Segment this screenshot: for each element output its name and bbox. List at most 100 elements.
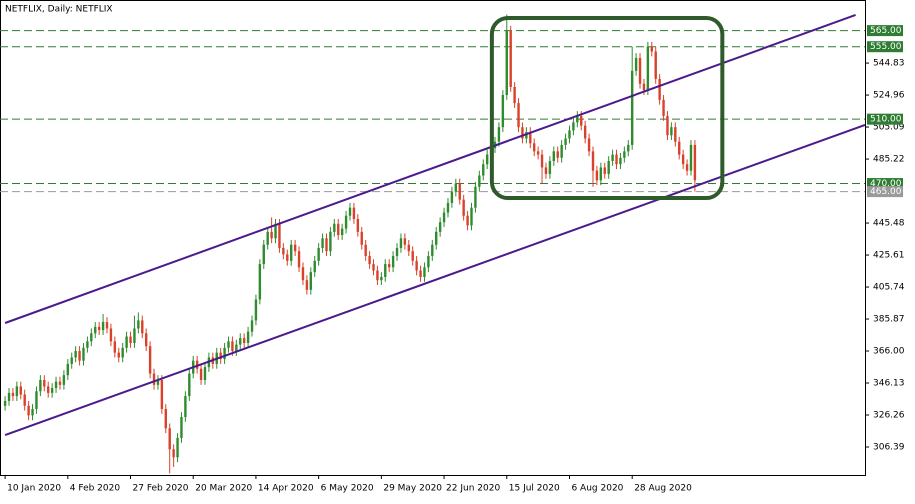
candle-body (501, 95, 505, 128)
candle-body (78, 351, 81, 361)
candle-body (168, 428, 171, 450)
candle-body (376, 270, 379, 281)
candle-body (642, 83, 646, 91)
candle-body (329, 231, 332, 252)
candle-body (113, 341, 117, 353)
x-tick-label: 22 Jun 2020 (446, 484, 500, 494)
candle-body (290, 244, 293, 261)
x-tick-label: 15 Jul 2020 (509, 484, 560, 494)
candle-body (478, 175, 481, 187)
candle-body (344, 215, 348, 229)
candle-body (27, 405, 30, 416)
candle-body (591, 151, 595, 171)
candle-body (638, 57, 642, 84)
level-tag (867, 25, 903, 37)
candle-body (70, 357, 73, 364)
candle-body (199, 368, 203, 380)
candle-body (411, 251, 414, 261)
candle-body (176, 437, 179, 458)
candle-body (619, 157, 622, 165)
x-tick-label: 20 Mar 2020 (195, 484, 252, 494)
candle-body (325, 238, 328, 252)
candle-body (141, 320, 144, 334)
candle-body (282, 247, 285, 255)
candle-body (340, 228, 344, 236)
x-tick-label: 4 Feb 2020 (70, 484, 121, 494)
candle-body (399, 238, 403, 248)
candle-body (627, 144, 630, 152)
candle-body (368, 256, 371, 265)
x-tick-label: 14 Apr 2020 (258, 484, 314, 494)
candle-body (693, 144, 697, 181)
candle-body (258, 264, 262, 300)
candle-body (97, 326, 101, 331)
candle-body (35, 391, 38, 409)
candle-body (62, 375, 66, 385)
candle-body (133, 328, 136, 343)
candle-body (611, 154, 614, 162)
candle-body (630, 70, 634, 145)
candle-body (101, 322, 105, 331)
candle-body (305, 280, 309, 290)
candle-body (172, 449, 175, 458)
channel-line (4, 14, 856, 324)
candle-body (529, 132, 532, 144)
candle-body (160, 380, 164, 409)
candle-body (227, 341, 230, 348)
candle-body (407, 244, 410, 252)
candle-body (309, 272, 313, 290)
candle-body (670, 127, 673, 136)
y-tick-label: 326.26 (873, 411, 905, 421)
candle-body (431, 244, 434, 257)
candle-body (603, 167, 606, 174)
candle-body (384, 264, 387, 277)
candle-body (105, 322, 109, 329)
candle-body (317, 247, 320, 261)
candle-body (548, 161, 552, 174)
candle-body (662, 99, 665, 116)
candle-body (297, 251, 301, 268)
candle-body (278, 223, 281, 248)
candle-body (109, 328, 113, 342)
candle-body (31, 408, 34, 416)
candle-body (254, 299, 258, 321)
y-tick-label: 524.96 (873, 91, 905, 101)
candle-body (599, 167, 603, 181)
candle-body (513, 86, 516, 104)
y-tick-label: 544.83 (873, 59, 905, 69)
candle-body (403, 238, 407, 245)
candle-body (125, 336, 128, 348)
candle-body (188, 373, 191, 397)
level-tag (867, 41, 903, 53)
candle-body (266, 231, 269, 245)
candle-body (391, 256, 395, 268)
candle-body (137, 320, 140, 329)
candle-body (654, 51, 657, 79)
candle-body (533, 143, 536, 152)
candle-body (552, 151, 556, 162)
candle-body (348, 207, 352, 216)
candle-body (11, 392, 15, 397)
candle-body (568, 130, 571, 139)
candle-body (148, 346, 152, 374)
candle-body (517, 103, 520, 128)
candle-body (90, 333, 93, 342)
candle-body (50, 388, 54, 393)
candle-body (689, 144, 693, 171)
level-tag (867, 178, 903, 190)
candle-body (685, 164, 689, 171)
chart-title: NETFLIX, Daily: NETFLIX (5, 5, 113, 15)
candle-body (415, 260, 418, 271)
candle-body (7, 392, 11, 401)
candle-body (587, 138, 591, 152)
candle-body (634, 57, 638, 71)
candle-body (19, 386, 22, 395)
candle-body (615, 154, 618, 165)
candle-body (219, 352, 222, 360)
candle-body (572, 122, 575, 131)
candle-body (595, 170, 599, 181)
candle-body (556, 151, 559, 158)
candle-body (650, 46, 653, 52)
candle-body (435, 231, 438, 245)
